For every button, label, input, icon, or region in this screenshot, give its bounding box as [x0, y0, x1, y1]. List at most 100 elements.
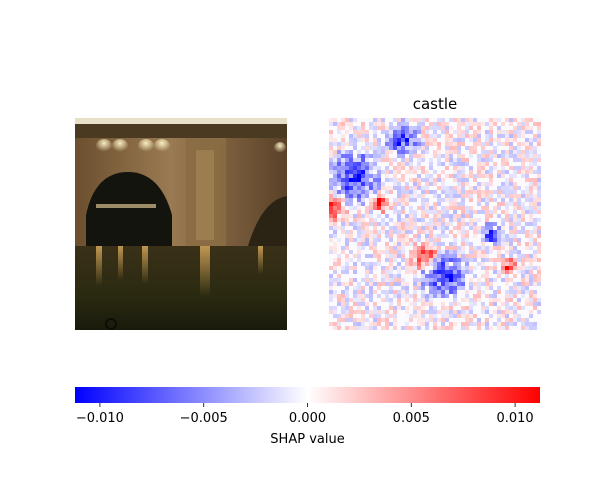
shap-cell: [377, 310, 381, 314]
shap-cell: [425, 134, 429, 138]
shap-cell: [529, 254, 533, 258]
shap-cell: [433, 326, 437, 330]
shap-cell: [397, 150, 401, 154]
shap-cell: [365, 162, 369, 166]
shap-cell: [433, 242, 437, 246]
shap-cell: [477, 298, 481, 302]
shap-cell: [369, 230, 373, 234]
shap-cell: [501, 246, 505, 250]
shap-cell: [401, 266, 405, 270]
shap-cell: [501, 254, 505, 258]
shap-cell: [405, 126, 409, 130]
shap-cell: [521, 194, 525, 198]
shap-cell: [369, 162, 373, 166]
shap-cell: [389, 130, 393, 134]
shap-cell: [485, 186, 489, 190]
shap-cell: [437, 294, 441, 298]
shap-cell: [505, 266, 509, 270]
shap-cell: [441, 186, 445, 190]
shap-cell: [373, 326, 377, 330]
shap-cell: [457, 194, 461, 198]
shap-cell: [337, 258, 341, 262]
shap-cell: [369, 214, 373, 218]
shap-cell: [369, 182, 373, 186]
shap-cell: [409, 230, 413, 234]
shap-cell: [409, 318, 413, 322]
shap-cell: [349, 122, 353, 126]
shap-cell: [461, 242, 465, 246]
shap-cell: [401, 226, 405, 230]
shap-cell: [469, 278, 473, 282]
shap-cell: [533, 238, 537, 242]
shap-cell: [417, 206, 421, 210]
shap-cell: [513, 250, 517, 254]
shap-cell: [389, 170, 393, 174]
shap-cell: [449, 314, 453, 318]
shap-cell: [509, 306, 513, 310]
shap-cell: [425, 202, 429, 206]
shap-cell: [381, 122, 385, 126]
shap-cell: [413, 198, 417, 202]
shap-cell: [501, 202, 505, 206]
shap-cell: [393, 310, 397, 314]
shap-cell: [385, 158, 389, 162]
shap-cell: [445, 234, 449, 238]
shap-cell: [525, 270, 529, 274]
shap-cell: [437, 134, 441, 138]
shap-cell: [429, 250, 433, 254]
shap-cell: [465, 194, 469, 198]
shap-cell: [505, 278, 509, 282]
shap-cell: [501, 322, 505, 326]
shap-cell: [353, 158, 357, 162]
shap-cell: [493, 302, 497, 306]
shap-cell: [341, 182, 345, 186]
shap-cell: [405, 262, 409, 266]
shap-cell: [425, 302, 429, 306]
shap-cell: [353, 302, 357, 306]
shap-cell: [441, 278, 445, 282]
shap-cell: [341, 126, 345, 130]
shap-cell: [417, 282, 421, 286]
shap-cell: [505, 326, 509, 330]
shap-cell: [477, 262, 481, 266]
shap-cell: [393, 278, 397, 282]
shap-cell: [501, 226, 505, 230]
shap-cell: [521, 274, 525, 278]
shap-cell: [445, 306, 449, 310]
shap-cell: [533, 194, 537, 198]
shap-cell: [377, 182, 381, 186]
shap-cell: [381, 298, 385, 302]
shap-cell: [389, 234, 393, 238]
shap-cell: [505, 298, 509, 302]
shap-cell: [369, 186, 373, 190]
colorbar-gradient: [75, 387, 540, 403]
shap-cell: [457, 314, 461, 318]
shap-cell: [329, 166, 333, 170]
shap-cell: [341, 318, 345, 322]
shap-cell: [441, 182, 445, 186]
shap-cell: [433, 262, 437, 266]
shap-cell: [397, 290, 401, 294]
shap-cell: [521, 150, 525, 154]
shap-cell: [369, 142, 373, 146]
shap-cell: [405, 226, 409, 230]
shap-cell: [525, 174, 529, 178]
shap-cell: [329, 226, 333, 230]
shap-cell: [333, 162, 337, 166]
shap-cell: [525, 178, 529, 182]
shap-cell: [513, 262, 517, 266]
shap-cell: [489, 286, 493, 290]
shap-cell: [341, 270, 345, 274]
shap-cell: [349, 166, 353, 170]
shap-cell: [505, 242, 509, 246]
shap-cell: [437, 158, 441, 162]
shap-cell: [333, 262, 337, 266]
shap-cell: [345, 238, 349, 242]
shap-cell: [349, 150, 353, 154]
shap-cell: [337, 218, 341, 222]
shap-cell: [489, 130, 493, 134]
shap-cell: [385, 266, 389, 270]
shap-cell: [509, 118, 513, 122]
shap-cell: [433, 234, 437, 238]
shap-cell: [449, 194, 453, 198]
